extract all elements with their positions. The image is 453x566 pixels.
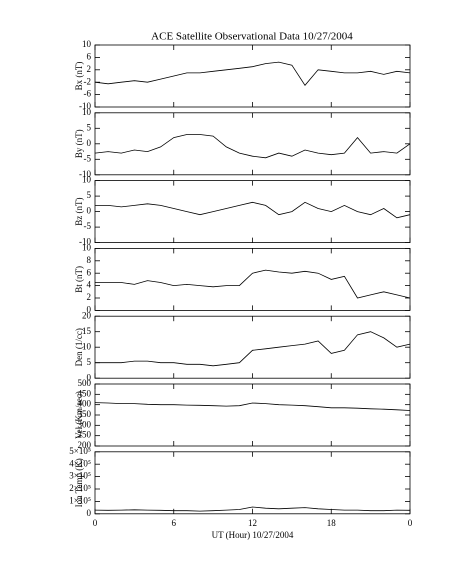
- y-tick-label: 0: [87, 372, 92, 382]
- y-tick-label: 0: [87, 138, 92, 148]
- y-tick-label: 300: [78, 419, 92, 429]
- y-tick-label: -5: [84, 221, 92, 231]
- y-tick-label: 10: [82, 175, 92, 185]
- data-line: [94, 61, 411, 86]
- y-tick-label: 500: [78, 378, 92, 388]
- y-tick-label: 10: [82, 107, 92, 117]
- y-tick-label: 20: [82, 310, 92, 320]
- y-tick-label: 3×10⁵: [69, 471, 91, 481]
- data-line: [95, 269, 411, 299]
- y-tick-label: 4×10⁵: [69, 458, 91, 468]
- y-tick-label: 400: [78, 399, 92, 409]
- y-tick-label: 5×10⁵: [69, 446, 91, 456]
- y-axis-label: Vel (Km/sec): [74, 391, 84, 439]
- y-tick-label: 2: [87, 64, 92, 74]
- x-tick-label: 12: [248, 518, 257, 528]
- panel-frame: [94, 451, 411, 515]
- y-axis-label: Bt (nT): [74, 266, 84, 293]
- x-tick-label: 6: [172, 518, 177, 528]
- x-tick-label: 0: [408, 518, 413, 528]
- y-tick-label: 0: [87, 508, 92, 518]
- data-line: [94, 506, 411, 512]
- y-axis-label: Bx (nT): [74, 62, 84, 91]
- panel-frame: [94, 383, 411, 447]
- y-tick-label: 15: [82, 326, 92, 336]
- y-tick-label: 6: [87, 51, 92, 61]
- data-line: [95, 331, 411, 367]
- y-tick-label: 2: [87, 292, 92, 302]
- panel-frame: [94, 44, 411, 108]
- y-axis-label: Ion Temp (K): [74, 458, 84, 507]
- data-line: [94, 402, 411, 411]
- y-axis-label: Bz (nT): [74, 197, 84, 225]
- y-tick-label: -5: [84, 153, 92, 163]
- y-tick-label: 10: [82, 341, 92, 351]
- x-tick-label: 0: [93, 518, 98, 528]
- y-tick-label: 450: [78, 388, 92, 398]
- y-tick-label: -10: [79, 169, 91, 179]
- y-axis-label: By (nT): [74, 129, 84, 158]
- x-axis-label: UT (Hour) 10/27/2004: [212, 530, 294, 540]
- data-line: [95, 201, 411, 219]
- y-tick-label: 0: [87, 206, 92, 216]
- y-tick-label: 6: [87, 267, 92, 277]
- y-tick-label: 10: [82, 39, 92, 49]
- y-axis-label: Den (1/cc): [74, 328, 84, 366]
- y-tick-label: -10: [79, 237, 91, 247]
- y-tick-label: 2×10⁵: [69, 483, 91, 493]
- y-tick-label: 0: [87, 304, 92, 314]
- panel-frame: [94, 180, 411, 244]
- y-tick-label: 5: [87, 357, 92, 367]
- y-tick-label: -10: [79, 101, 91, 111]
- panel-frame: [94, 247, 411, 311]
- y-tick-label: 10: [82, 242, 92, 252]
- chart-title: ACE Satellite Observational Data 10/27/2…: [151, 31, 353, 43]
- y-tick-label: 1×10⁵: [69, 495, 91, 505]
- y-tick-label: -2: [84, 76, 92, 86]
- y-tick-label: 8: [87, 255, 92, 265]
- y-tick-label: 250: [78, 430, 92, 440]
- y-tick-label: 4: [87, 280, 92, 290]
- y-tick-label: 5: [87, 122, 92, 132]
- x-tick-label: 18: [327, 518, 337, 528]
- y-tick-label: 350: [78, 409, 92, 419]
- panel-frame: [94, 315, 411, 379]
- y-tick-label: 200: [78, 440, 92, 450]
- y-tick-label: 5: [87, 190, 92, 200]
- y-tick-label: -6: [84, 89, 92, 99]
- data-line: [94, 134, 411, 159]
